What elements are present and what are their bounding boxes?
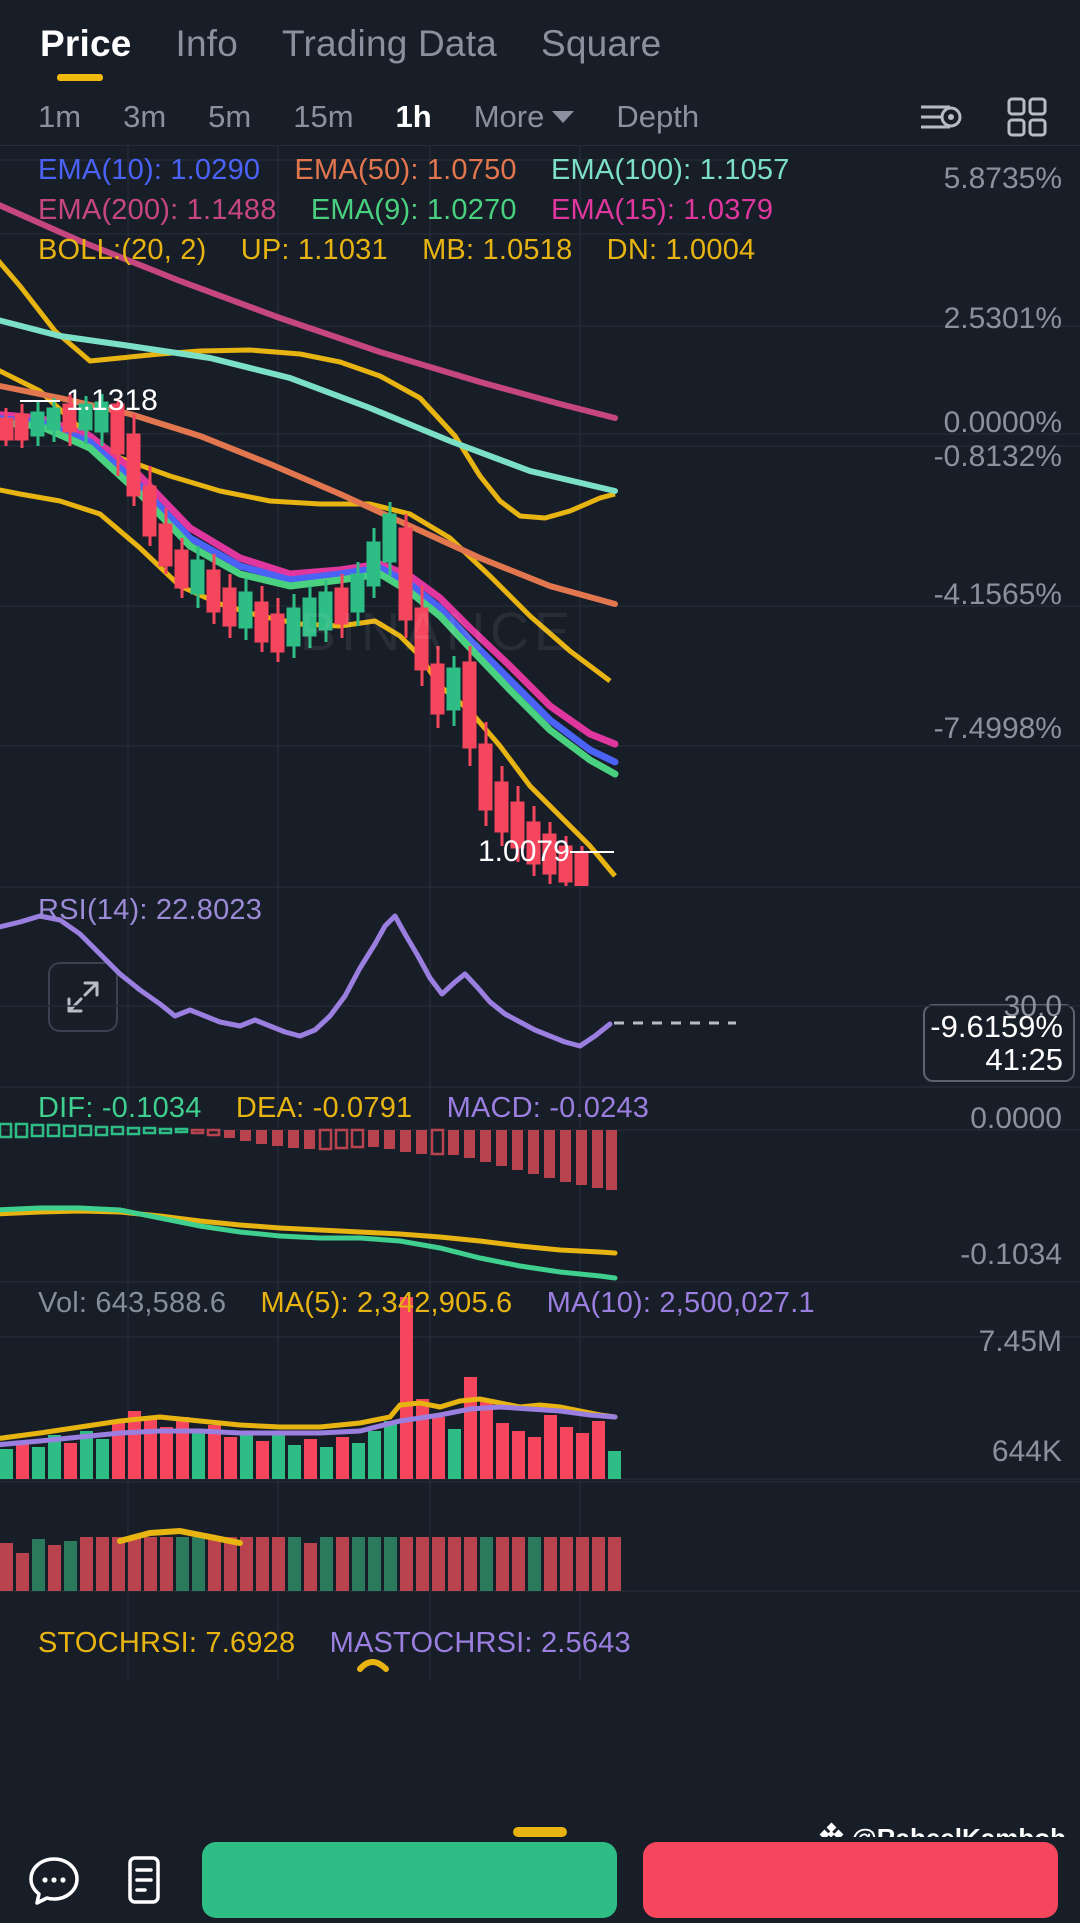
interval-more-label: More [473,98,545,134]
bottom-action-bar [0,1837,1080,1923]
rsi-axis-label: 30.0 [1003,990,1062,1023]
price-candlestick-chart [0,146,1080,886]
interval-bar: 1m 3m 5m 15m 1h More Depth [0,88,1080,146]
stochrsi-pane[interactable]: STOCHRSI: 7.6928 MASTOCHRSI: 2.5643 [0,1481,1080,1681]
macd-pane[interactable]: DIF: -0.1034 DEA: -0.0791 MACD: -0.0243 [0,1086,1080,1281]
current-change-percent: -9.6159% [930,1009,1063,1044]
volume-chart [0,1281,1080,1481]
buy-button[interactable] [202,1842,617,1918]
rsi-pane[interactable]: RSI(14): 22.8023 [0,886,1080,1086]
layout-grid-icon[interactable] [1004,94,1050,140]
macd-axis-top: 0.0000 [970,1102,1062,1135]
expand-chart-button[interactable] [48,962,118,1032]
interval-1m[interactable]: 1m [38,98,82,134]
indicator-settings-icon[interactable] [916,94,962,140]
macd-axis-bottom: -0.1034 [960,1238,1062,1271]
drag-handle[interactable] [513,1827,567,1837]
axis-label-2: 0.0000% [943,406,1062,439]
volume-axis-bottom: 644K [991,1435,1062,1468]
chart-tool-icons [916,88,1050,146]
tab-active-indicator [57,74,103,81]
axis-label-5: -7.4998% [933,712,1062,745]
interval-15m[interactable]: 15m [293,98,354,134]
axis-label-0: 5.8735% [943,162,1062,195]
axis-label-4: -4.1565% [933,578,1062,611]
interval-depth[interactable]: Depth [616,98,700,134]
candle-series [0,394,589,886]
volume-axis-top: 7.45M [978,1325,1062,1358]
axis-label-1: 2.5301% [943,302,1062,335]
top-nav-tabs: Price Info Trading Data Square [0,0,1080,88]
tab-square[interactable]: Square [540,23,662,64]
interval-1h[interactable]: 1h [395,98,432,134]
sell-button[interactable] [643,1842,1058,1918]
stochrsi-chart [0,1481,1080,1681]
rsi-chart [0,886,1080,1086]
chat-bubble-icon[interactable] [22,1848,86,1912]
interval-more[interactable]: More [474,99,575,135]
current-price-badge[interactable]: -9.6159% 41:25 [923,1004,1075,1082]
chevron-down-icon [552,110,575,123]
axis-label-3: -0.8132% [933,440,1062,473]
interval-3m[interactable]: 3m [123,98,167,134]
order-book-icon[interactable] [112,1848,176,1912]
high-price-label: 1.1318 [66,384,158,417]
expand-arrows-icon [67,981,99,1013]
tab-price[interactable]: Price [40,23,132,64]
interval-5m[interactable]: 5m [208,98,252,134]
macd-chart [0,1086,1080,1281]
price-chart-pane[interactable]: EMA(10): 1.0290 EMA(50): 1.0750 EMA(100)… [0,146,1080,886]
low-price-label: 1.0079 [478,835,570,868]
volume-pane[interactable]: Vol: 643,588.6 MA(5): 2,342,905.6 MA(10)… [0,1281,1080,1481]
tab-trading-data[interactable]: Trading Data [282,23,497,64]
candle-countdown-timer: 41:25 [985,1042,1063,1077]
tab-info[interactable]: Info [175,23,239,64]
